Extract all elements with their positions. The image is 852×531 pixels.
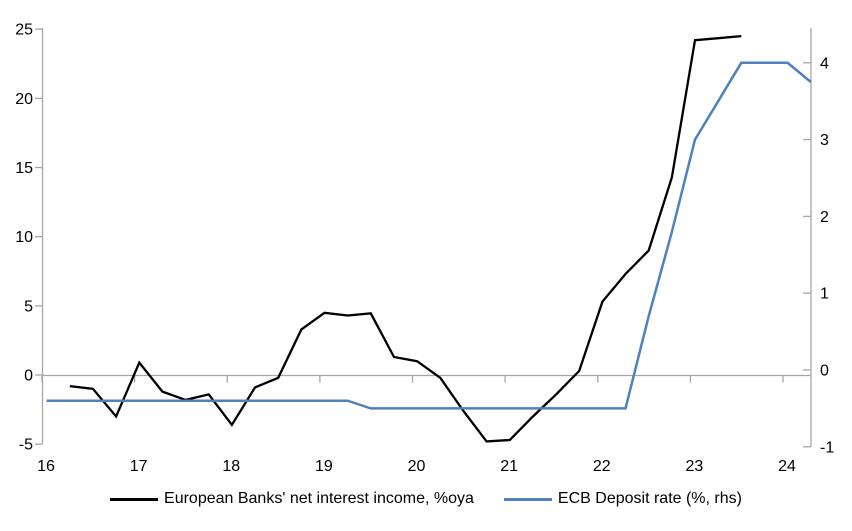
nii-line-swatch	[110, 497, 159, 501]
left-axis-tick-label: 5	[24, 298, 33, 315]
left-axis-tick-label: 25	[15, 22, 33, 39]
left-axis-tick-label: 20	[15, 91, 33, 108]
right-axis-tick-label: 0	[820, 363, 829, 380]
right-axis-tick-label: 3	[820, 132, 829, 149]
legend-item-nii: European Banks' net interest income, %oy…	[110, 490, 474, 508]
x-axis-tick-label: 16	[37, 458, 55, 475]
x-axis-tick-label: 21	[500, 458, 518, 475]
right-axis-tick-label: 4	[820, 55, 829, 72]
x-axis-tick-label: 18	[222, 458, 240, 475]
left-axis-tick-label: -5	[19, 437, 33, 454]
x-axis-tick-label: 19	[315, 458, 333, 475]
nii-line	[69, 34, 742, 443]
legend-label-ecb: ECB Deposit rate (%, rhs)	[557, 490, 742, 507]
x-axis-tick-label: 20	[408, 458, 426, 475]
ecb-line-swatch	[503, 497, 552, 501]
right-axis-tick-label: -1	[820, 439, 834, 456]
legend: European Banks' net interest income, %oy…	[0, 490, 852, 508]
right-axis-tick-label: 1	[820, 286, 829, 303]
legend-item-ecb: ECB Deposit rate (%, rhs)	[503, 490, 742, 508]
left-axis-tick-label: 15	[15, 160, 33, 177]
legend-label-nii: European Banks' net interest income, %oy…	[164, 490, 474, 507]
x-axis-tick-label: 17	[130, 458, 148, 475]
left-axis-tick-label: 0	[24, 368, 33, 385]
x-axis-tick-label: 23	[685, 458, 703, 475]
right-axis-tick-label: 2	[820, 209, 829, 226]
x-axis-tick-label: 22	[593, 458, 611, 475]
x-axis-tick-label: 24	[778, 458, 796, 475]
left-axis-tick-label: 10	[15, 229, 33, 246]
ecb-deposit-rate-line	[46, 61, 812, 410]
